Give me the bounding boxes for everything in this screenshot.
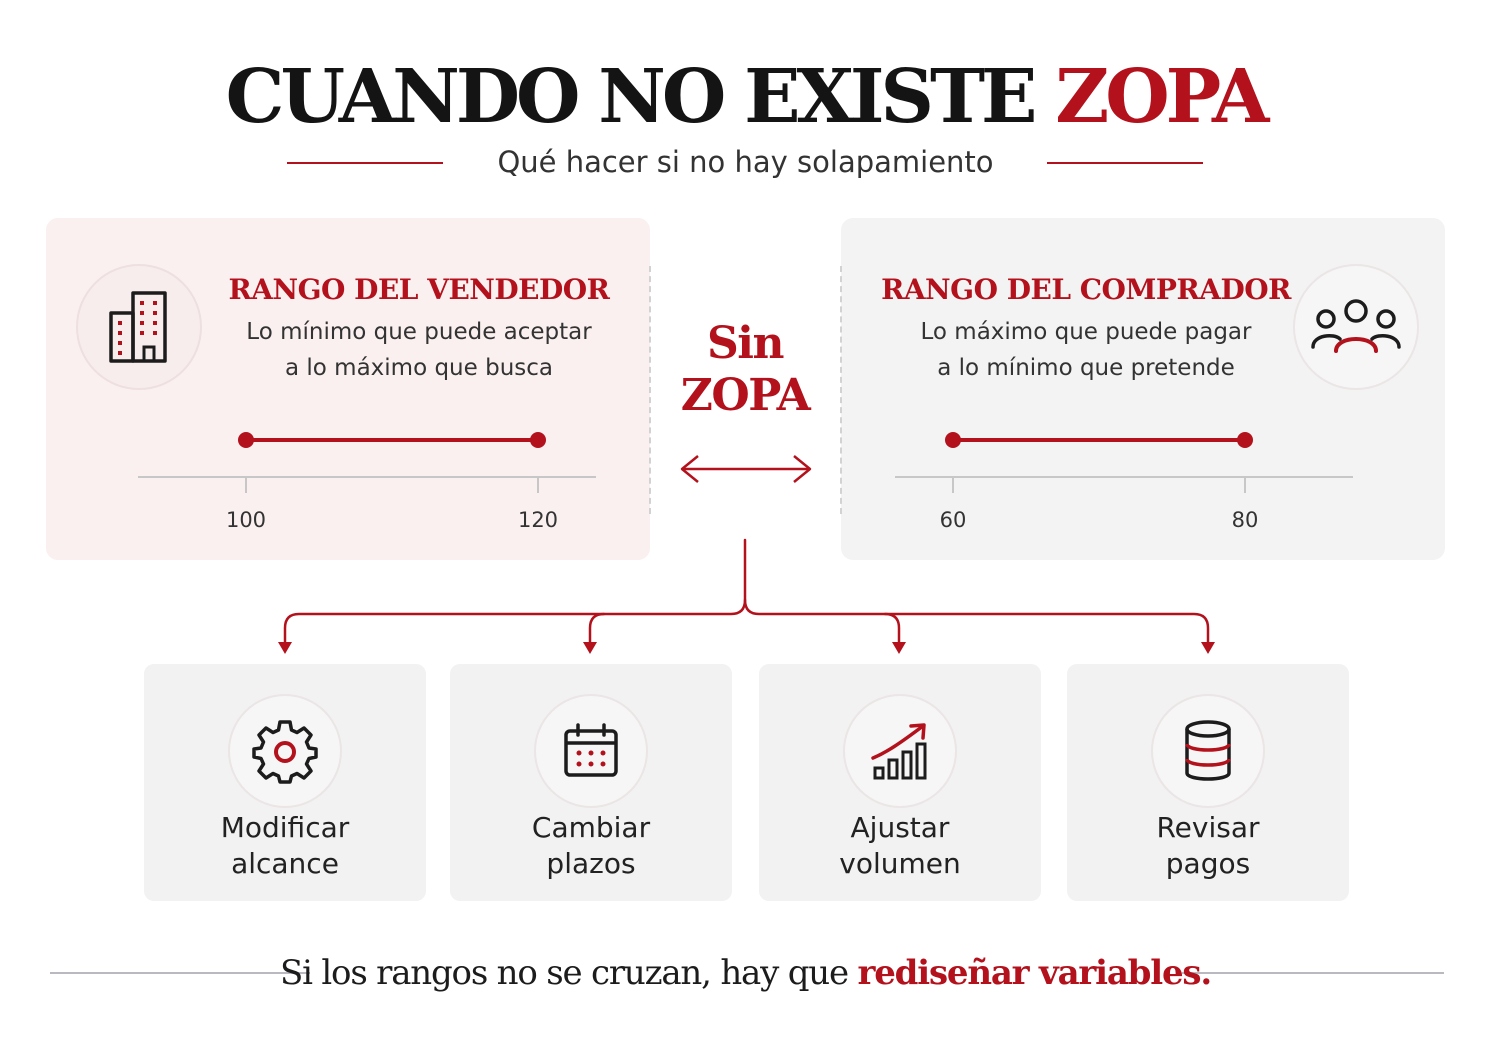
gear-icon	[228, 694, 342, 808]
buyer-desc-line1: Lo máximo que puede pagar	[920, 319, 1252, 345]
buyer-desc-line2: a lo mínimo que pretende	[937, 355, 1235, 381]
divider-right	[840, 266, 842, 514]
sin-zopa-line1: Sin	[707, 318, 784, 369]
option-label: Ajustar volumen	[839, 811, 961, 880]
seller-range-max-point	[530, 432, 546, 448]
buyer-range-bar	[945, 432, 1253, 448]
divider-left	[649, 266, 651, 514]
seller-desc-line1: Lo mínimo que puede aceptar	[246, 319, 592, 345]
buyer-tick-max	[1244, 477, 1246, 493]
seller-desc-line2: a lo máximo que busca	[284, 355, 553, 381]
footer-rule-left	[50, 972, 310, 974]
sin-zopa-label: Sin ZOPA	[660, 318, 830, 422]
buyer-min-label: 60	[939, 508, 967, 532]
seller-range-min-point	[238, 432, 254, 448]
seller-min-label: 100	[225, 508, 267, 532]
growth-chart-icon	[843, 694, 957, 808]
seller-axis	[138, 476, 596, 478]
option-card-revisar-pagos: Revisar pagos	[1067, 664, 1349, 901]
subtitle-rule-right	[1047, 162, 1203, 164]
option-card-cambiar-plazos: Cambiar plazos	[450, 664, 732, 901]
seller-title: RANGO DEL VENDEDOR	[228, 273, 610, 306]
subtitle-rule-left	[287, 162, 443, 164]
page-title: CUANDO NO EXISTE ZOPA	[0, 52, 1491, 142]
double-arrow-icon	[680, 455, 812, 483]
option-label: Cambiar plazos	[531, 811, 651, 880]
title-main: CUANDO NO EXISTE	[225, 54, 1038, 140]
seller-max-label: 120	[517, 508, 559, 532]
connector-arrows	[278, 538, 1215, 654]
buyer-axis	[895, 476, 1353, 478]
footer-rule-right	[1182, 972, 1444, 974]
building-icon	[76, 264, 202, 390]
buyer-range-max-point	[1237, 432, 1253, 448]
buyer-range-min-point	[945, 432, 961, 448]
footer-highlight: rediseñar variables.	[857, 953, 1213, 993]
footer-text: Si los rangos no se cruzan, hay que	[280, 953, 849, 993]
database-icon	[1151, 694, 1265, 808]
option-card-modificar-alcance: Modificar alcance	[144, 664, 426, 901]
option-label: Modificar alcance	[220, 811, 350, 880]
seller-tick-max	[537, 477, 539, 493]
option-card-ajustar-volumen: Ajustar volumen	[759, 664, 1041, 901]
seller-panel: RANGO DEL VENDEDOR Lo mínimo que puede a…	[46, 218, 650, 560]
buyer-panel: RANGO DEL COMPRADOR Lo máximo que puede …	[841, 218, 1445, 560]
title-highlight: ZOPA	[1055, 54, 1269, 140]
subtitle: Qué hacer si no hay solapamiento	[497, 145, 994, 179]
people-group-icon	[1293, 264, 1419, 390]
seller-range-bar	[238, 432, 546, 448]
buyer-max-label: 80	[1231, 508, 1259, 532]
footer-message: Si los rangos no se cruzan, hay que redi…	[0, 948, 1491, 998]
seller-tick-min	[245, 477, 247, 493]
calendar-icon	[534, 694, 648, 808]
sin-zopa-line2: ZOPA	[680, 370, 811, 421]
buyer-tick-min	[952, 477, 954, 493]
buyer-title: RANGO DEL COMPRADOR	[881, 273, 1291, 306]
option-label: Revisar pagos	[1156, 811, 1260, 880]
